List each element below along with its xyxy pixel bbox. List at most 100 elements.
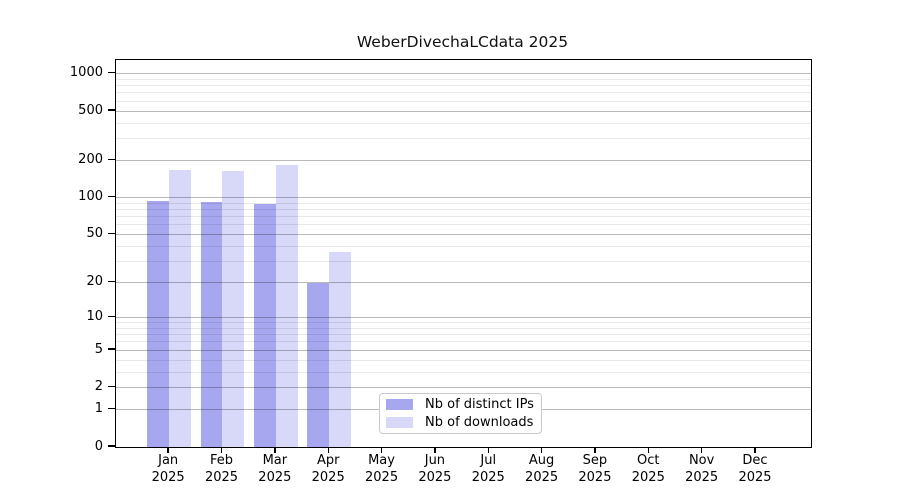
bar-distinct-ips: [307, 282, 330, 447]
x-tick-label: Aug 2025: [507, 453, 577, 486]
minor-gridline: [115, 245, 811, 247]
x-tick-label: Jan 2025: [133, 453, 203, 486]
legend-label-distinct-ips: Nb of distinct IPs: [425, 397, 534, 412]
minor-gridline: [115, 78, 811, 80]
y-tick-mark: [108, 385, 115, 388]
y-tick-label: 0: [94, 438, 103, 454]
minor-gridline: [115, 100, 811, 102]
bar-downloads: [222, 170, 245, 447]
minor-gridline: [115, 341, 811, 343]
y-tick-mark: [108, 348, 115, 350]
plot-area: [114, 59, 812, 448]
x-tick-label-line: 2025: [525, 469, 559, 485]
bar-distinct-ips: [147, 200, 170, 447]
y-tick-mark: [108, 109, 115, 111]
minor-gridline: [115, 334, 811, 336]
y-tick-label: 50: [86, 226, 103, 242]
x-tick-label: Jun 2025: [400, 453, 470, 486]
minor-gridline: [115, 209, 811, 211]
y-tick-label: 1: [94, 401, 103, 417]
x-tick-label: Sep 2025: [560, 453, 630, 486]
x-tick-label-line: 2025: [471, 469, 505, 485]
minor-gridline: [115, 359, 811, 361]
minor-gridline: [115, 260, 811, 262]
x-tick-label-line: Apr: [316, 453, 340, 468]
x-tick-label-line: Nov: [688, 453, 715, 468]
bar-downloads: [329, 251, 351, 447]
x-tick-label: Feb 2025: [187, 453, 257, 486]
y-tick-mark: [108, 445, 115, 447]
y-tick-label: 500: [78, 102, 103, 118]
x-tick-label-line: Jan: [158, 453, 179, 468]
y-tick-mark: [108, 158, 115, 161]
minor-gridline: [115, 216, 811, 218]
x-tick-mark: [167, 447, 169, 453]
minor-gridline: [115, 122, 811, 124]
x-tick-label: May 2025: [347, 453, 417, 486]
x-tick-label-line: Sep: [582, 453, 608, 468]
x-tick-label: Dec 2025: [720, 453, 790, 486]
y-tick-mark: [108, 315, 115, 318]
x-tick-label: Nov 2025: [667, 453, 737, 486]
x-tick-label-line: Dec: [742, 453, 768, 468]
x-tick-label-line: 2025: [151, 469, 185, 485]
x-tick-label-line: 2025: [311, 469, 345, 485]
y-tick-mark: [108, 72, 115, 74]
legend-item-downloads: Nb of downloads: [386, 415, 541, 430]
x-tick-label-line: 2025: [204, 469, 239, 485]
major-gridline: [115, 349, 811, 351]
major-gridline: [115, 281, 811, 283]
x-tick-mark: [327, 447, 329, 453]
x-tick-label-line: 2025: [631, 469, 665, 485]
x-tick-mark: [220, 447, 223, 453]
legend-label-downloads: Nb of downloads: [425, 415, 534, 430]
major-gridline: [115, 110, 811, 112]
bar-downloads: [275, 165, 298, 447]
major-gridline: [115, 197, 811, 199]
x-tick-mark: [434, 447, 436, 453]
minor-gridline: [115, 322, 811, 324]
minor-gridline: [115, 85, 811, 87]
major-gridline: [115, 233, 811, 235]
x-tick-label: Oct 2025: [613, 453, 683, 486]
x-tick-label-line: 2025: [418, 469, 452, 485]
y-tick-label: 100: [78, 189, 103, 205]
y-tick-mark: [108, 407, 115, 410]
x-tick-label-line: Feb: [209, 453, 234, 468]
x-tick-label-line: 2025: [685, 469, 719, 485]
x-tick-mark: [540, 447, 543, 453]
x-tick-label: Jul 2025: [453, 453, 523, 486]
bar-downloads: [169, 169, 191, 447]
x-tick-mark: [647, 447, 649, 453]
minor-gridline: [115, 327, 811, 329]
x-tick-label-line: Aug: [528, 453, 555, 468]
x-tick-label-line: Mar: [262, 453, 288, 468]
legend-item-distinct-ips: Nb of distinct IPs: [386, 397, 541, 412]
x-tick-label-line: May: [368, 453, 395, 468]
y-tick-label: 2: [94, 379, 103, 395]
y-tick-mark: [108, 195, 115, 198]
chart-title: WeberDivechaLCdata 2025: [356, 33, 569, 51]
x-tick-mark: [700, 447, 703, 453]
x-tick-mark: [487, 447, 489, 453]
minor-gridline: [115, 202, 811, 204]
legend-swatch-downloads: [386, 417, 413, 428]
x-tick-label: Mar 2025: [240, 453, 310, 486]
y-tick-mark: [108, 280, 115, 283]
x-tick-mark: [380, 447, 383, 453]
x-tick-mark: [274, 447, 276, 453]
minor-gridline: [115, 371, 811, 373]
minor-gridline: [115, 138, 811, 140]
legend: Nb of distinct IPs Nb of downloads: [379, 393, 542, 434]
y-tick-label: 5: [94, 341, 103, 357]
major-gridline: [115, 73, 811, 75]
x-tick-label-line: Oct: [637, 453, 660, 468]
major-gridline: [115, 159, 811, 161]
y-tick-label: 20: [86, 274, 103, 290]
x-tick-label-line: 2025: [258, 469, 292, 485]
x-tick-label: Apr 2025: [293, 453, 363, 486]
bar-distinct-ips: [200, 202, 223, 447]
major-gridline: [115, 316, 811, 318]
x-tick-mark: [754, 447, 756, 453]
